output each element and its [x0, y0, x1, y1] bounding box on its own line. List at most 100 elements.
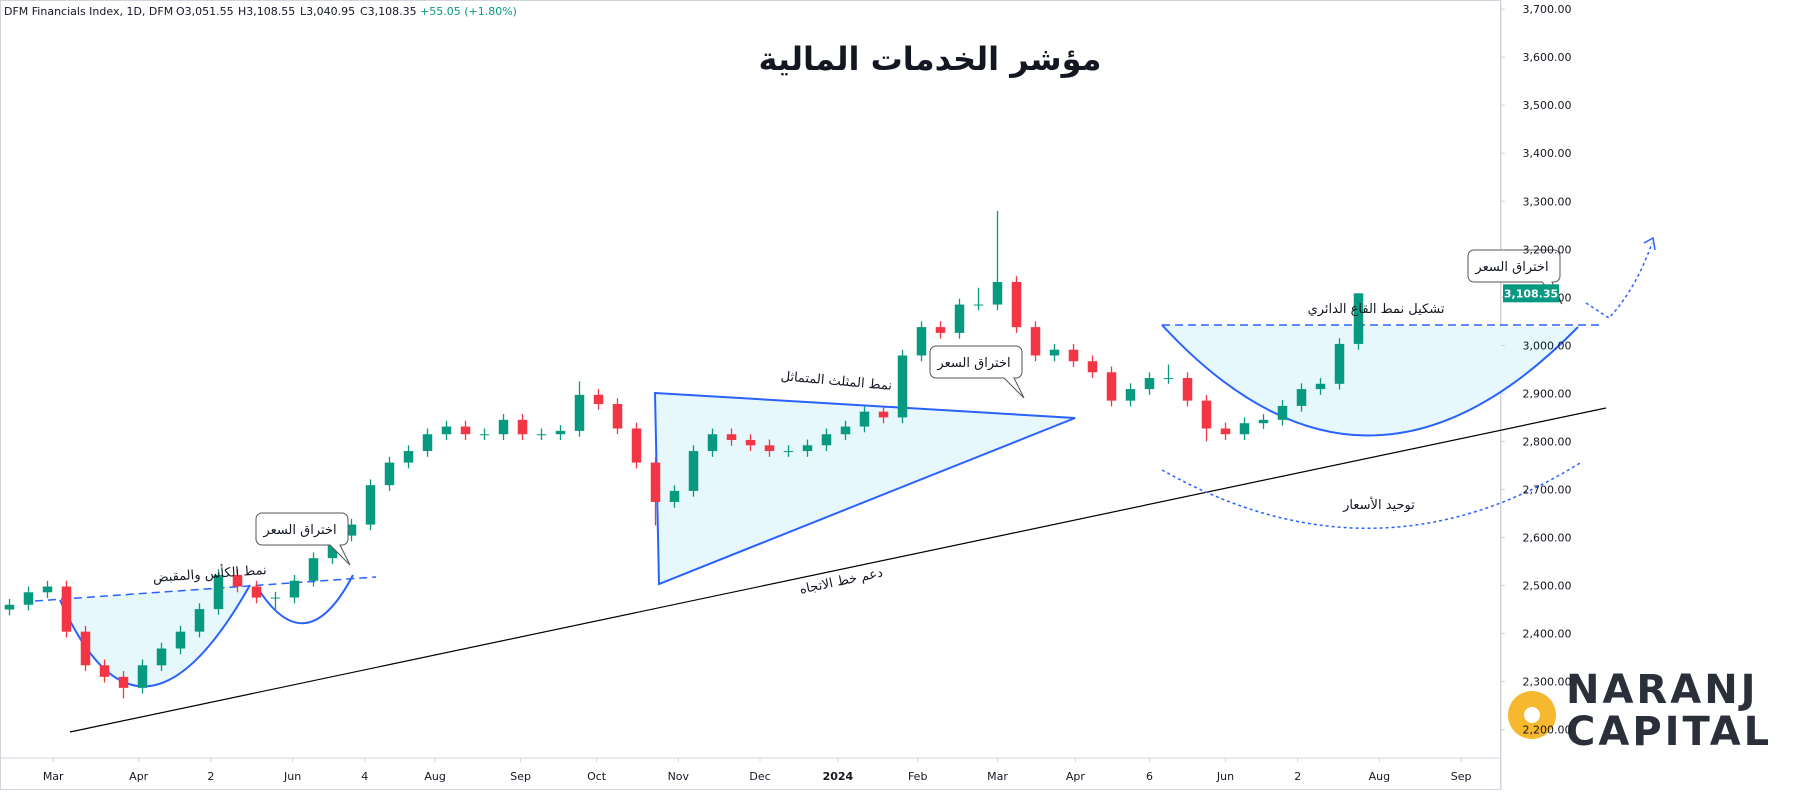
x-tick-label: 2024: [823, 770, 854, 783]
y-tick-label: 2,400.00: [1523, 628, 1572, 641]
candle-body: [4, 604, 15, 610]
header-change: +55.05 (+1.80%): [420, 5, 517, 18]
candle-body: [1315, 383, 1326, 390]
candle-body: [23, 592, 34, 605]
candle-body: [403, 451, 414, 463]
candle-body: [821, 434, 832, 446]
candle-body: [365, 485, 376, 525]
header-close: C3,108.35: [360, 5, 417, 18]
candle-body: [1220, 428, 1231, 435]
candle-body: [1277, 405, 1288, 420]
candle-body: [422, 434, 433, 452]
candle-body: [175, 631, 186, 649]
candle-body: [555, 430, 566, 435]
logo-text: CAPITAL: [1566, 709, 1772, 755]
candle-body: [574, 394, 585, 431]
header-low: L3,040.95: [300, 5, 355, 18]
candle-body: [156, 648, 167, 666]
pattern-label: توحيد الأسعار: [1342, 496, 1415, 513]
candle-body: [498, 419, 509, 435]
y-tick-label: 3,300.00: [1523, 195, 1572, 208]
header-open: O3,051.55: [176, 5, 234, 18]
chart-title: مؤشر الخدمات المالية: [759, 40, 1102, 78]
candle-body: [346, 524, 357, 536]
candle-body: [42, 586, 53, 593]
candle-body: [118, 676, 129, 688]
logo-text: NARANJ: [1566, 667, 1759, 713]
y-tick-label: 2,600.00: [1523, 532, 1572, 545]
last-price-badge: [1503, 284, 1559, 303]
x-tick-label: Apr: [1066, 770, 1086, 783]
callout-box: [929, 345, 1025, 399]
candle-body: [460, 426, 471, 435]
candle-body: [194, 609, 205, 632]
x-tick-label: 4: [361, 770, 368, 783]
y-tick-label: 3,600.00: [1523, 51, 1572, 64]
last-price-label: 3,108.35: [1504, 287, 1558, 300]
candle-body: [764, 445, 775, 452]
candle-body: [992, 281, 1003, 305]
candle-body: [1182, 378, 1193, 401]
candle-body: [251, 586, 262, 598]
candle-body: [783, 451, 794, 453]
candle-body: [1334, 343, 1345, 384]
candle-body: [1068, 349, 1079, 362]
candle-body: [1201, 400, 1212, 429]
candle-body: [1030, 327, 1041, 356]
logo-icon-center: [1524, 707, 1540, 723]
candle-body: [1125, 389, 1136, 401]
candle-body: [270, 597, 281, 599]
header-name: DFM Financials Index, 1D, DFM: [4, 5, 173, 18]
callout-box: [255, 512, 351, 566]
candle-body: [973, 304, 984, 306]
x-tick-label: Feb: [908, 770, 927, 783]
candle-body: [745, 440, 756, 446]
x-tick-label: 2: [207, 770, 214, 783]
candle-body: [289, 580, 300, 598]
candle-body: [1258, 419, 1269, 424]
x-tick-label: 2: [1294, 770, 1301, 783]
candle-body: [536, 434, 547, 436]
handle-curve: [256, 574, 354, 625]
x-tick-label: Sep: [1451, 770, 1472, 783]
candle-body: [441, 426, 452, 435]
candle-body: [1239, 423, 1250, 435]
candle-body: [61, 586, 72, 632]
candle-body: [517, 419, 528, 435]
x-tick-label: Dec: [749, 770, 770, 783]
candle-body: [840, 426, 851, 435]
candle-body: [1106, 372, 1117, 401]
candle-body: [669, 490, 680, 502]
candle-body: [954, 304, 965, 333]
header-high: H3,108.55: [238, 5, 295, 18]
logo: NARANJ CAPITAL: [1508, 667, 1772, 755]
candle-body: [1296, 389, 1307, 406]
candle-body: [935, 327, 946, 333]
candle-body: [1087, 361, 1098, 373]
candle-body: [593, 394, 604, 404]
candle-body: [384, 462, 395, 486]
candle-body: [99, 665, 110, 677]
callout-text: اختراق السعر: [262, 523, 336, 538]
candle-body: [1163, 378, 1174, 380]
y-tick-label: 3,700.00: [1523, 3, 1572, 16]
y-tick-label: 2,500.00: [1523, 580, 1572, 593]
projection-arrow: [1585, 242, 1653, 319]
candle-body: [80, 631, 91, 666]
arrow-head: [1643, 236, 1656, 251]
y-tick-label: 2,300.00: [1523, 676, 1572, 689]
y-tick-label: 2,800.00: [1523, 435, 1572, 448]
candle-body: [650, 462, 661, 502]
candle-body: [859, 411, 870, 427]
pattern-label: تشكيل نمط القاع الدائري: [1308, 302, 1445, 317]
x-tick-label: Apr: [129, 770, 149, 783]
candle-body: [631, 428, 642, 463]
x-tick-label: Sep: [510, 770, 531, 783]
x-tick-label: Jun: [283, 770, 301, 783]
y-tick-label: 2,700.00: [1523, 483, 1572, 496]
candle-body: [726, 434, 737, 441]
y-tick-label: 3,000.00: [1523, 339, 1572, 352]
y-tick-label: 2,900.00: [1523, 387, 1572, 400]
rounding-curve: [1161, 324, 1579, 437]
